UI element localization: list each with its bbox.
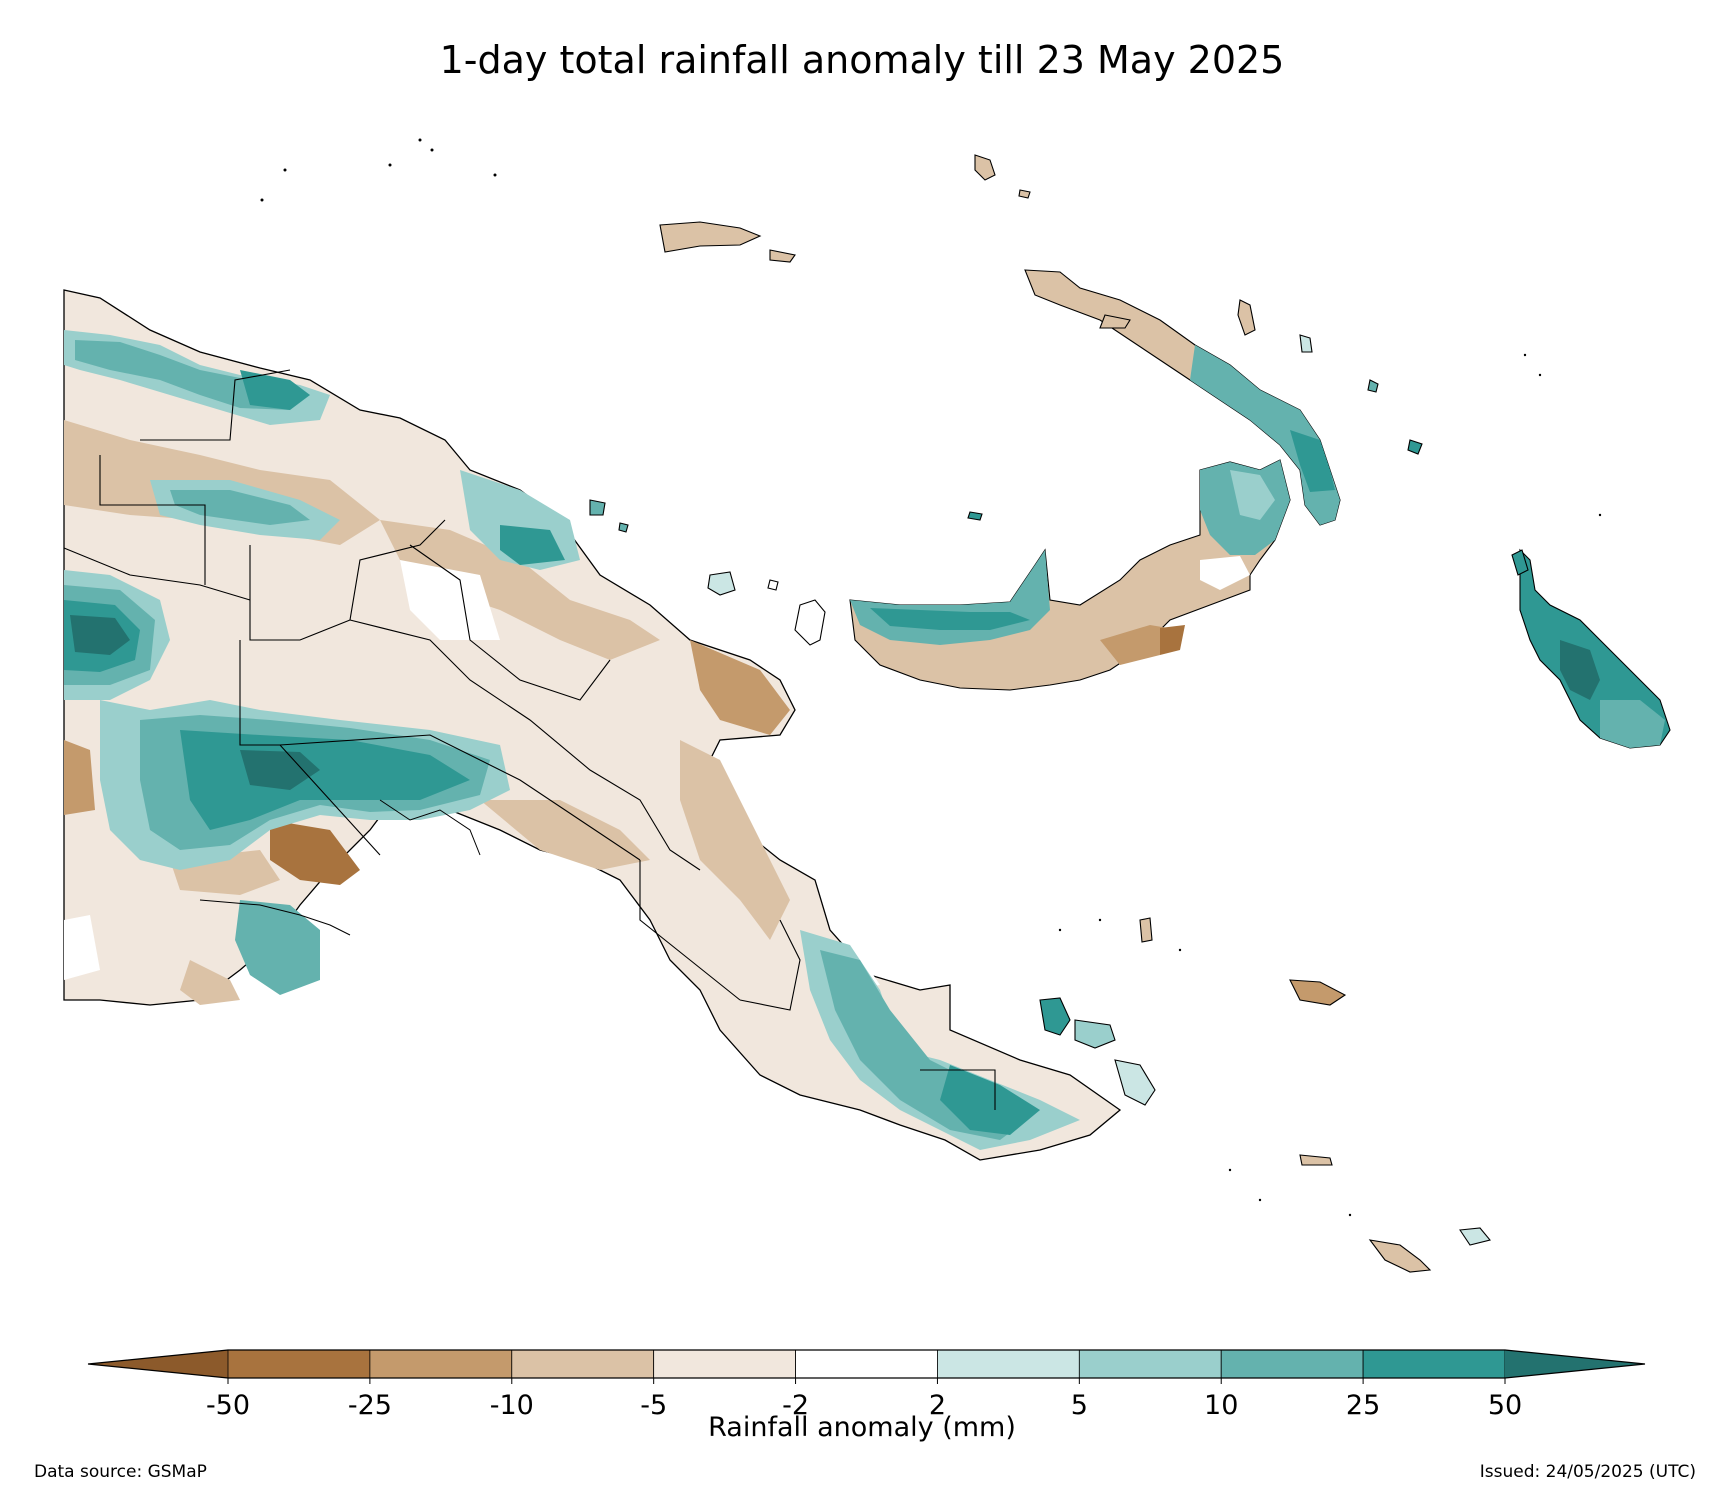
anom-teal-north-3 bbox=[240, 370, 310, 410]
anom-teal-central-core bbox=[240, 750, 320, 790]
map-title: 1-day total rainfall anomaly till 23 May… bbox=[439, 38, 1285, 82]
island-buka bbox=[1511, 549, 1529, 576]
colorbar-bin bbox=[1362, 1349, 1506, 1379]
colorbar-bin bbox=[369, 1349, 513, 1379]
colorbar-bin bbox=[511, 1349, 655, 1379]
island-small-teal bbox=[618, 522, 629, 533]
colorbar: -50 -25 -10 -5 -2 2 5 10 25 50 bbox=[87, 1349, 1646, 1421]
colorbar-tick-label: -50 bbox=[206, 1390, 250, 1421]
island-karkar bbox=[707, 571, 736, 596]
issued-date-note: Issued: 24/05/2025 (UTC) bbox=[1479, 1462, 1696, 1482]
island-woodlark bbox=[1289, 979, 1347, 1006]
new-britain-brown-core-2 bbox=[1160, 625, 1185, 655]
anom-teal-highlands-2 bbox=[170, 490, 310, 525]
anom-brown-south bbox=[480, 800, 650, 870]
anom-brown-north-coast bbox=[380, 520, 660, 660]
island-rossel bbox=[1459, 1227, 1491, 1246]
colorbar-tick-label: -10 bbox=[490, 1390, 534, 1421]
island-sudest bbox=[1368, 1239, 1432, 1273]
island-long bbox=[794, 599, 826, 646]
fly-river-delta bbox=[199, 799, 481, 936]
province-boundaries bbox=[63, 369, 996, 1110]
colorbar-tick-label: 10 bbox=[1204, 1390, 1238, 1421]
island-trobriand bbox=[1139, 917, 1153, 943]
colorbar-extend-low bbox=[88, 1350, 228, 1378]
new-britain-teal-east-2 bbox=[1230, 470, 1275, 520]
colorbar-bin bbox=[795, 1349, 938, 1379]
anom-teal-south-fly bbox=[235, 900, 320, 995]
island-misima bbox=[1299, 1154, 1333, 1166]
colorbar-tick-label: -5 bbox=[640, 1390, 667, 1421]
colorbar-bin bbox=[1220, 1349, 1364, 1379]
colorbar-label: Rainfall anomaly (mm) bbox=[708, 1412, 1016, 1443]
anom-teal-west-core bbox=[70, 615, 130, 655]
anom-brown-southwest-coast bbox=[180, 960, 240, 1005]
anom-teal-northeast-2 bbox=[500, 525, 565, 565]
anom-teal-north-2 bbox=[75, 340, 300, 410]
colorbar-bin bbox=[653, 1349, 796, 1379]
island-wuvulu bbox=[589, 499, 606, 516]
island-tanga bbox=[1367, 379, 1379, 393]
island-mussau bbox=[974, 154, 996, 181]
bougainville-core bbox=[1560, 640, 1600, 700]
anom-brown-fly bbox=[270, 820, 360, 885]
colorbar-tick-label: 25 bbox=[1346, 1390, 1380, 1421]
colorbar-bin bbox=[1078, 1349, 1222, 1379]
island-tabar bbox=[1237, 299, 1256, 336]
anom-brown-east bbox=[690, 640, 790, 735]
colorbar-extend-high bbox=[1505, 1350, 1645, 1378]
colorbar-bin bbox=[937, 1349, 1080, 1379]
island-new-ireland bbox=[1024, 269, 1341, 526]
new-britain-teal-west bbox=[850, 550, 1050, 645]
anom-white-patch2 bbox=[64, 915, 100, 980]
colorbar-tick-label: 50 bbox=[1488, 1390, 1522, 1421]
island-bagabag bbox=[767, 579, 779, 591]
island-manus-east bbox=[769, 249, 796, 263]
colorbar-tick-label: -2 bbox=[782, 1390, 809, 1421]
anom-white-patch1 bbox=[400, 560, 500, 640]
anom-teal-southeast-3 bbox=[940, 1065, 1040, 1135]
island-goodenough bbox=[1039, 997, 1071, 1036]
colorbar-tick-label: -25 bbox=[348, 1390, 392, 1421]
islet-dots bbox=[260, 138, 1602, 1217]
island-small-teal2 bbox=[967, 511, 983, 521]
island-new-hanover bbox=[1099, 314, 1131, 329]
island-normanby bbox=[1114, 1059, 1156, 1106]
anom-brown-coast-patch bbox=[680, 740, 790, 940]
island-fergusson bbox=[1074, 1019, 1116, 1049]
island-bougainville bbox=[1519, 548, 1671, 749]
island-north-small bbox=[1018, 189, 1031, 199]
island-manus bbox=[659, 221, 762, 253]
island-lihir bbox=[1299, 334, 1313, 353]
colorbar-tick-label: 5 bbox=[1071, 1390, 1088, 1421]
colorbar-tick-label: 2 bbox=[929, 1390, 946, 1421]
island-feni bbox=[1407, 439, 1423, 455]
islands bbox=[589, 154, 1671, 1273]
anom-brown-sw bbox=[64, 740, 95, 815]
colorbar-bin bbox=[227, 1349, 371, 1379]
new-britain-white bbox=[1200, 556, 1250, 590]
new-britain-teal-west-2 bbox=[870, 608, 1030, 630]
mainland bbox=[63, 289, 1122, 1161]
new-ireland-teal-2 bbox=[1290, 430, 1335, 492]
data-source-note: Data source: GSMaP bbox=[34, 1462, 207, 1482]
new-ireland-teal bbox=[1190, 345, 1340, 525]
bougainville-tip bbox=[1600, 700, 1665, 748]
